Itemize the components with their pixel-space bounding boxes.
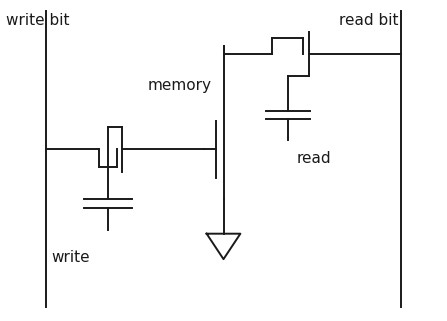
Text: write: write	[51, 250, 89, 265]
Text: read: read	[297, 152, 331, 166]
Text: write bit: write bit	[6, 13, 69, 28]
Text: read bit: read bit	[339, 13, 398, 28]
Text: memory: memory	[148, 78, 212, 93]
